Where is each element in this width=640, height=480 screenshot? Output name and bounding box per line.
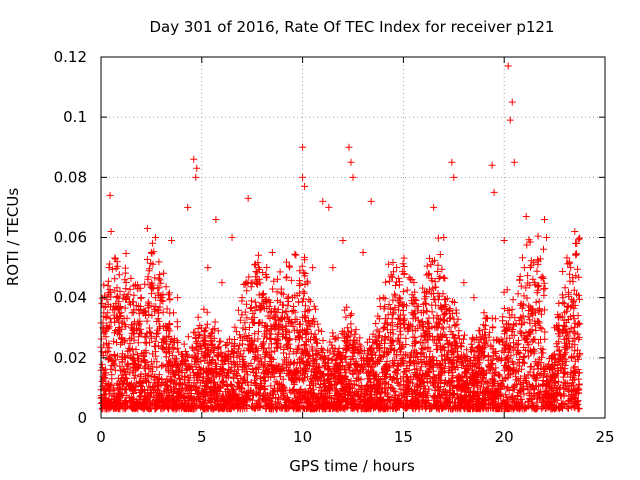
data-point bbox=[470, 294, 478, 302]
x-tick-label: 15 bbox=[394, 428, 413, 446]
data-point bbox=[480, 309, 488, 317]
data-point bbox=[399, 288, 407, 296]
data-point bbox=[500, 237, 508, 245]
x-tick-label: 25 bbox=[595, 428, 614, 446]
data-point bbox=[347, 158, 355, 166]
data-point bbox=[520, 264, 528, 272]
data-point bbox=[561, 309, 569, 317]
data-point bbox=[192, 173, 200, 181]
data-point bbox=[508, 98, 516, 106]
data-point bbox=[244, 194, 252, 202]
data-point bbox=[488, 161, 496, 169]
data-point bbox=[409, 294, 417, 302]
axis-ticks: 0 5 10 15 20 25 0 0.02 0.04 0.06 0.08 0.1 0.12 bbox=[54, 48, 615, 446]
data-point bbox=[248, 279, 256, 287]
data-point bbox=[157, 294, 165, 302]
data-point bbox=[450, 173, 458, 181]
data-point bbox=[420, 309, 428, 317]
data-point bbox=[567, 264, 575, 272]
data-point bbox=[339, 237, 347, 245]
data-point bbox=[127, 324, 135, 332]
data-point bbox=[359, 249, 367, 257]
data-point bbox=[218, 279, 226, 287]
x-tick-label: 5 bbox=[197, 428, 207, 446]
data-point bbox=[168, 237, 176, 245]
data-point bbox=[573, 240, 581, 248]
data-point bbox=[490, 188, 498, 196]
data-point bbox=[278, 309, 286, 317]
data-point bbox=[367, 197, 375, 205]
y-tick-label: 0.02 bbox=[54, 349, 87, 367]
data-point bbox=[103, 324, 111, 332]
data-point bbox=[184, 203, 192, 211]
data-point bbox=[204, 264, 212, 272]
data-point bbox=[107, 227, 115, 235]
data-point bbox=[268, 249, 276, 257]
chart-title: Day 301 of 2016, Rate Of TEC Index for r… bbox=[150, 18, 555, 36]
data-point bbox=[541, 215, 549, 223]
dense-marker-cloud bbox=[97, 213, 584, 413]
data-point bbox=[460, 279, 468, 287]
data-point bbox=[571, 227, 579, 235]
data-point bbox=[301, 182, 309, 190]
data-point bbox=[299, 173, 307, 181]
x-tick-label: 0 bbox=[96, 428, 106, 446]
data-point bbox=[238, 294, 246, 302]
data-point bbox=[504, 62, 512, 70]
data-point bbox=[113, 258, 121, 266]
y-tick-label: 0.06 bbox=[54, 229, 87, 247]
data-point bbox=[530, 279, 538, 287]
data-point bbox=[506, 116, 514, 124]
data-point bbox=[448, 158, 456, 166]
data-point bbox=[137, 294, 145, 302]
y-tick-label: 0.04 bbox=[54, 289, 87, 307]
data-point bbox=[299, 143, 307, 151]
data-point bbox=[510, 158, 518, 166]
x-tick-label: 10 bbox=[293, 428, 312, 446]
y-tick-label: 0.1 bbox=[63, 108, 87, 126]
data-point bbox=[151, 234, 159, 241]
data-point bbox=[106, 191, 114, 199]
data-point bbox=[228, 234, 236, 241]
data-point bbox=[430, 203, 438, 211]
y-tick-label: 0.08 bbox=[54, 168, 87, 186]
data-point bbox=[543, 234, 551, 241]
scatter-markers bbox=[97, 62, 584, 413]
data-point bbox=[349, 173, 357, 181]
data-point bbox=[309, 264, 317, 272]
data-point bbox=[551, 324, 559, 332]
data-point bbox=[193, 164, 201, 172]
data-point bbox=[319, 197, 327, 205]
y-axis-label: ROTI / TECUs bbox=[4, 188, 22, 286]
data-point bbox=[105, 264, 113, 272]
y-tick-label: 0.12 bbox=[54, 48, 87, 66]
x-tick-label: 20 bbox=[495, 428, 514, 446]
data-point bbox=[325, 203, 333, 211]
x-axis-label: GPS time / hours bbox=[289, 457, 415, 475]
data-point bbox=[258, 294, 266, 302]
y-tick-label: 0 bbox=[77, 409, 87, 427]
data-point bbox=[329, 264, 337, 272]
data-point bbox=[345, 143, 353, 151]
data-point bbox=[147, 249, 155, 257]
data-point bbox=[117, 309, 125, 317]
data-point bbox=[143, 224, 151, 232]
data-point bbox=[379, 294, 387, 302]
data-point bbox=[289, 294, 297, 302]
data-point bbox=[212, 215, 220, 223]
data-point bbox=[174, 294, 182, 302]
data-point bbox=[440, 234, 448, 241]
data-point bbox=[190, 155, 198, 163]
data-point bbox=[389, 309, 397, 317]
